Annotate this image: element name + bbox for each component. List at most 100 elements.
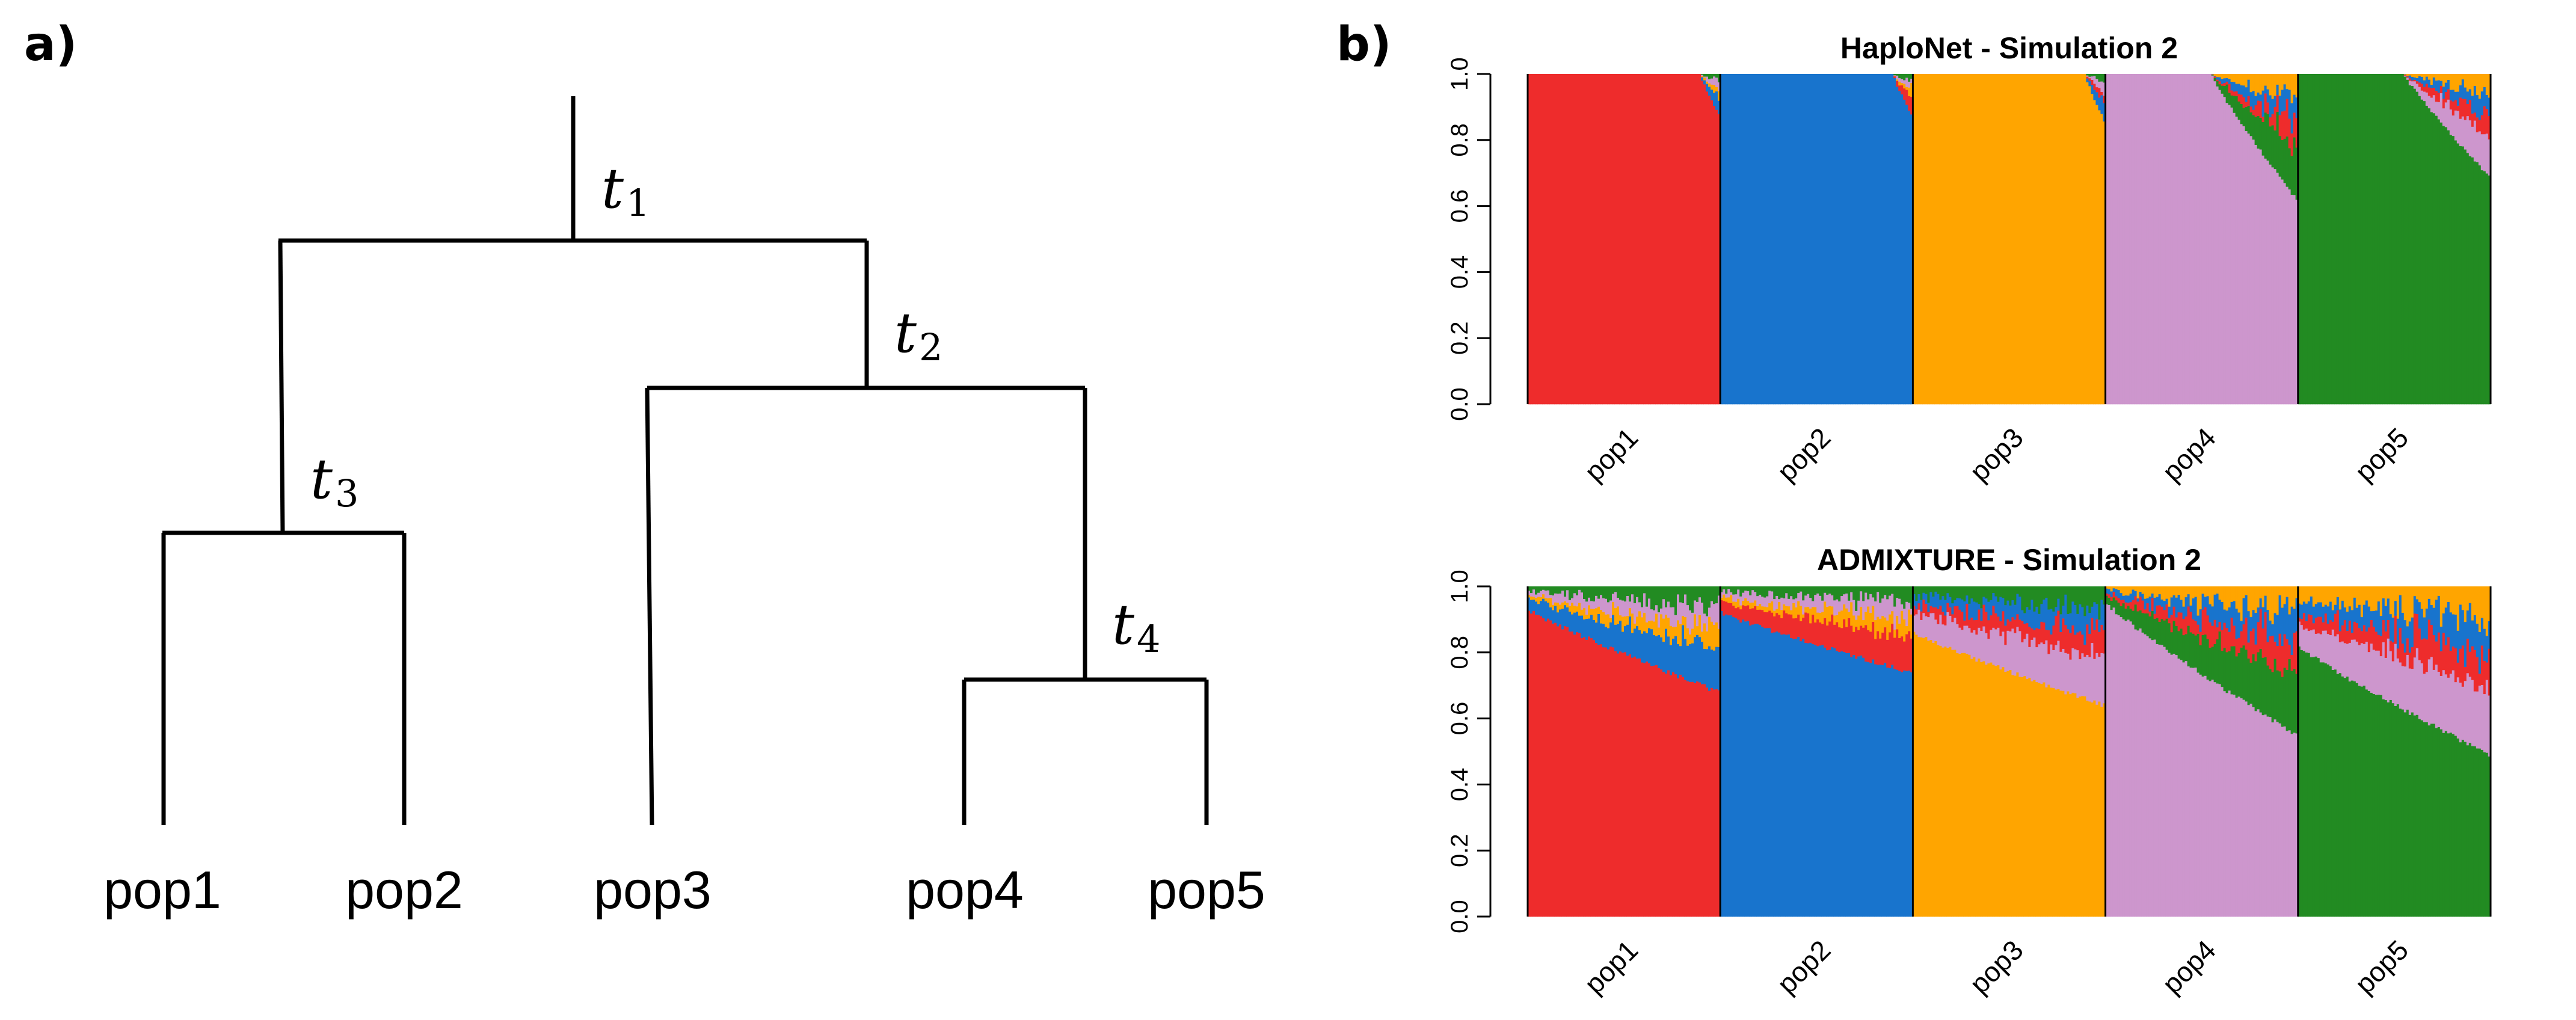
ancestry-segment	[2425, 586, 2429, 609]
ancestry-segment	[1641, 662, 1644, 917]
ancestry-segment	[2230, 617, 2234, 647]
ancestry-segment	[1597, 586, 1600, 599]
ancestry-segment	[2286, 731, 2289, 917]
ancestry-segment	[1653, 74, 1656, 405]
ancestry-segment	[1908, 670, 1911, 917]
ancestry-segment	[2086, 82, 2089, 405]
ancestry-segment	[1585, 74, 1588, 405]
ancestry-segment	[2254, 644, 2258, 662]
ancestry-segment	[2038, 628, 2041, 645]
ancestry-segment	[2074, 604, 2077, 635]
ancestry-segment	[1845, 627, 1848, 653]
ancestry-segment	[1708, 586, 1711, 608]
ancestry-segment	[2218, 631, 2222, 684]
ancestry-segment	[2293, 608, 2296, 633]
ancestry-segment	[1677, 74, 1680, 405]
ancestry-segment	[1939, 614, 1942, 646]
ancestry-segment	[1691, 586, 1694, 613]
ancestry-segment	[1889, 74, 1892, 405]
ancestry-segment	[2204, 74, 2207, 405]
ancestry-segment	[2276, 173, 2279, 405]
ancestry-segment	[1800, 641, 1803, 917]
ancestry-segment	[2141, 632, 2145, 917]
ancestry-segment	[2360, 631, 2364, 644]
ancestry-segment	[2452, 614, 2455, 647]
ancestry-segment	[1922, 586, 1925, 593]
ancestry-segment	[1826, 606, 1829, 626]
ancestry-segment	[1800, 586, 1803, 592]
ancestry-segment	[1956, 606, 1959, 624]
ancestry-segment	[1845, 608, 1848, 627]
ancestry-segment	[1978, 74, 1981, 405]
ancestry-segment	[1684, 586, 1687, 595]
ancestry-segment	[1682, 586, 1685, 603]
ancestry-segment	[2464, 99, 2467, 120]
ancestry-segment	[2264, 612, 2267, 657]
ancestry-segment	[2076, 74, 2079, 405]
ancestry-segment	[2151, 610, 2154, 641]
ancestry-segment	[1908, 81, 1911, 88]
ancestry-segment	[2180, 74, 2183, 405]
ancestry-segment	[1949, 597, 1952, 607]
ancestry-segment	[2418, 628, 2421, 660]
ancestry-segment	[1547, 598, 1550, 603]
ancestry-segment	[1682, 74, 1685, 405]
ancestry-segment	[2182, 662, 2186, 917]
ancestry-segment	[2233, 601, 2236, 626]
ancestry-segment	[1985, 664, 1988, 917]
ancestry-segment	[2221, 630, 2224, 651]
ancestry-segment	[1843, 619, 1846, 653]
ancestry-segment	[2266, 665, 2270, 717]
ancestry-segment	[2093, 659, 2096, 701]
ancestry-segment	[1783, 634, 1786, 917]
ancestry-segment	[2485, 108, 2489, 134]
ancestry-segment	[2257, 652, 2260, 710]
ancestry-segment	[1997, 74, 2000, 405]
ancestry-segment	[2261, 90, 2265, 117]
ancestry-segment	[2225, 586, 2229, 611]
ancestry-segment	[1792, 639, 1795, 917]
ancestry-segment	[2249, 662, 2253, 704]
ancestry-segment	[2062, 648, 2065, 691]
ancestry-segment	[1867, 586, 1870, 600]
ancestry-segment	[1545, 74, 1548, 405]
ancestry-segment	[2055, 607, 2058, 616]
ancestry-segment	[1713, 76, 1716, 85]
ancestry-segment	[2216, 586, 2219, 594]
ancestry-segment	[2298, 646, 2301, 917]
ancestry-segment	[2242, 645, 2246, 700]
population-block-pop1	[1528, 586, 1721, 917]
ancestry-segment	[1607, 628, 1610, 650]
ancestry-segment	[1684, 639, 1687, 680]
ancestry-segment	[1557, 586, 1560, 594]
ancestry-segment	[1889, 614, 1892, 633]
ancestry-segment	[2112, 591, 2116, 598]
ancestry-segment	[2348, 642, 2352, 682]
ancestry-segment	[2483, 660, 2486, 695]
ancestry-segment	[2478, 685, 2482, 749]
ancestry-segment	[1725, 586, 1728, 594]
ancestry-segment	[2377, 650, 2381, 695]
ancestry-segment	[2276, 586, 2279, 615]
ancestry-segment	[1804, 642, 1807, 917]
ancestry-segment	[2288, 74, 2292, 90]
ancestry-segment	[2343, 643, 2347, 678]
ancestry-segment	[2050, 687, 2053, 917]
ancestry-segment	[1713, 74, 1716, 77]
ancestry-segment	[2023, 586, 2026, 613]
ancestry-segment	[1535, 594, 1538, 598]
ancestry-segment	[2216, 593, 2219, 628]
ancestry-segment	[2105, 593, 2109, 596]
ancestry-segment	[1807, 643, 1810, 917]
ancestry-segment	[1725, 593, 1728, 598]
ancestry-segment	[2076, 586, 2079, 614]
ancestry-segment	[1689, 610, 1692, 634]
ancestry-segment	[1701, 75, 1704, 76]
ancestry-segment	[1634, 74, 1637, 405]
ancestry-segment	[1857, 600, 1860, 616]
ancestry-segment	[1747, 600, 1750, 606]
ancestry-segment	[2067, 586, 2070, 615]
ancestry-segment	[1564, 604, 1567, 627]
ancestry-segment	[1792, 599, 1795, 603]
ancestry-segment	[1701, 641, 1704, 684]
